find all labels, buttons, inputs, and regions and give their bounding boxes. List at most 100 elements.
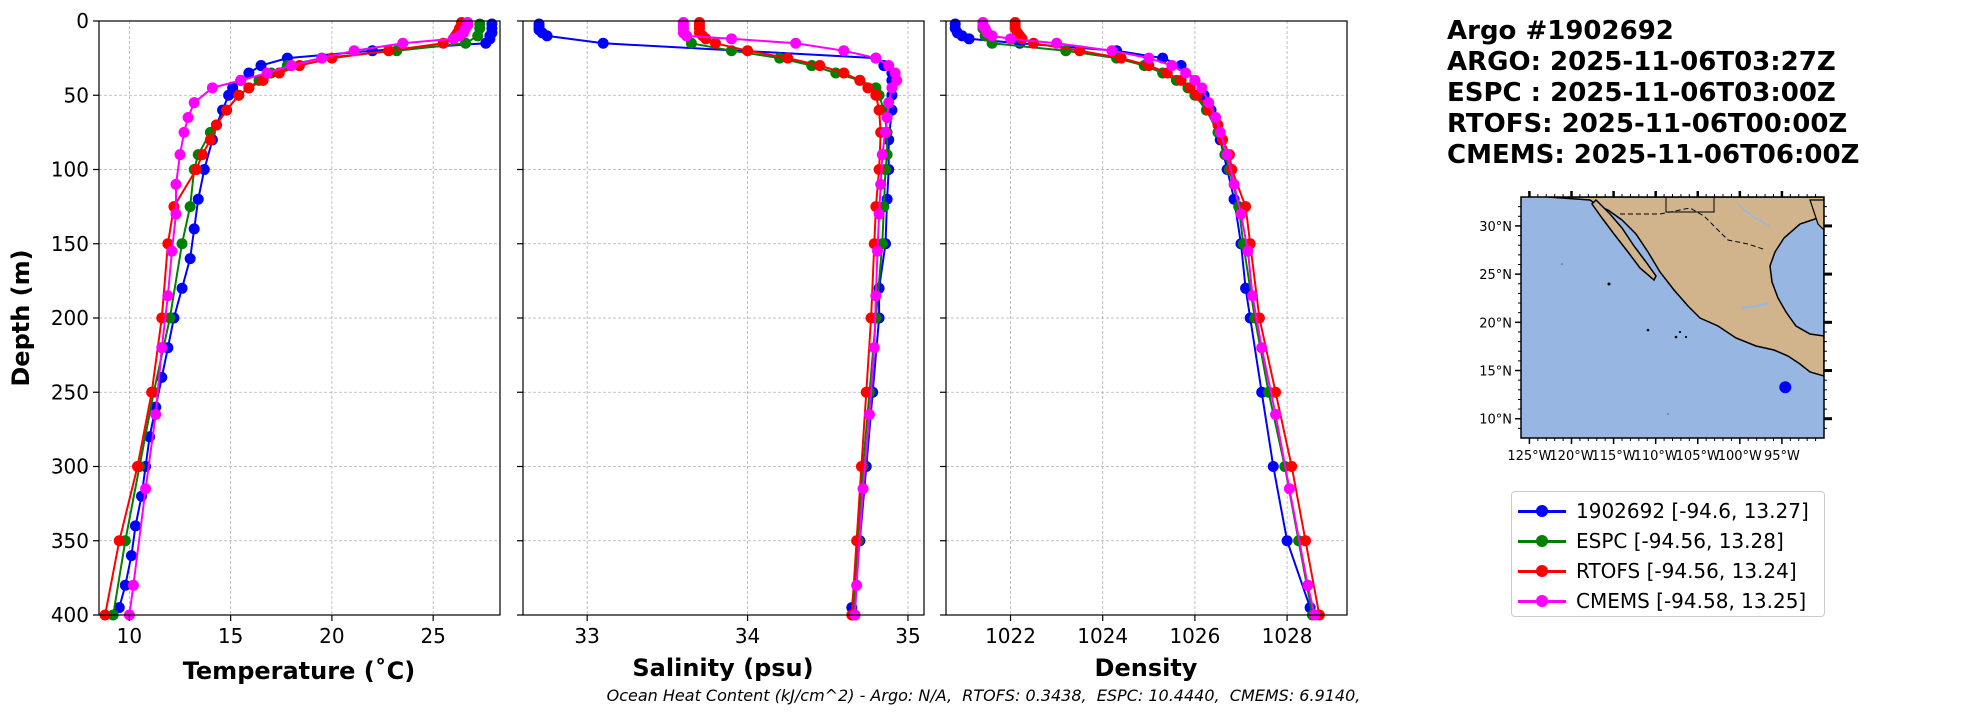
data-point [156, 342, 168, 354]
legend-swatch [1518, 501, 1566, 521]
data-point [235, 74, 247, 86]
map-lon-label: 95°W [1764, 449, 1800, 464]
y-tick-label: 350 [51, 529, 89, 553]
data-point [480, 37, 492, 49]
data-point [1300, 535, 1312, 547]
data-point [871, 245, 883, 257]
data-point [868, 342, 880, 354]
map-lon-label: 115°W [1591, 449, 1635, 464]
series-line [981, 22, 1316, 616]
series-line [1014, 22, 1321, 616]
data-point [125, 550, 137, 562]
data-point [838, 67, 850, 79]
map-lake [1741, 302, 1769, 310]
data-point [1189, 74, 1201, 86]
x-tick-label: 1024 [1077, 624, 1128, 648]
data-point [870, 290, 882, 302]
data-point [129, 520, 141, 532]
data-point [196, 149, 208, 161]
data-point [883, 97, 895, 109]
legend-item-argo: 1902692 [-94.6, 13.27] [1518, 496, 1818, 526]
data-point [862, 82, 874, 94]
data-point [184, 201, 196, 213]
y-tick-label: 400 [51, 603, 89, 627]
data-point [742, 45, 754, 57]
profile-location-marker [1779, 381, 1792, 394]
y-tick-label: 50 [64, 83, 89, 107]
data-point [1228, 178, 1240, 190]
map-river [1737, 203, 1771, 227]
map-island [1674, 335, 1678, 339]
data-point [182, 112, 194, 124]
data-point [1221, 149, 1233, 161]
y-axis-label: Depth (m) [7, 249, 35, 386]
data-point [873, 164, 885, 175]
data-point [875, 178, 887, 190]
map-lat-label: 30°N [1479, 220, 1512, 235]
data-point [170, 178, 182, 190]
y-tick-label: 200 [51, 306, 89, 330]
x-tick-label: 25 [420, 624, 445, 648]
data-point [472, 30, 484, 42]
y-tick-label: 150 [51, 232, 89, 256]
legend-label: ESPC [-94.56, 13.28] [1576, 529, 1784, 553]
data-point [190, 164, 202, 175]
data-point [1270, 386, 1282, 398]
x-tick-label: 1026 [1169, 624, 1220, 648]
data-point [1247, 290, 1259, 302]
data-point [863, 409, 875, 421]
data-point [150, 409, 162, 421]
data-point [243, 67, 255, 79]
legend-label: 1902692 [-94.6, 13.27] [1576, 499, 1809, 523]
map-land-baja [1591, 198, 1657, 282]
data-point [1235, 208, 1247, 220]
x-tick-label: 15 [218, 624, 243, 648]
data-point [681, 30, 693, 42]
data-point [285, 60, 297, 72]
title-block: Argo #1902692 ARGO: 2025-11-06T03:27Z ES… [1447, 16, 1859, 171]
data-point [1196, 82, 1208, 94]
data-point [460, 37, 472, 49]
map-land-florida [1809, 199, 1824, 231]
data-point [119, 579, 131, 591]
data-point [1016, 33, 1028, 45]
data-point [206, 82, 218, 94]
data-point [261, 67, 273, 79]
data-point [162, 290, 174, 302]
data-point [223, 89, 235, 101]
map-lon-label: 125°W [1507, 449, 1551, 464]
y-tick-label: 100 [51, 158, 89, 182]
data-point [1302, 579, 1314, 591]
x-tick-label: 10 [117, 624, 142, 648]
data-point [876, 149, 888, 161]
data-point [174, 149, 186, 161]
legend-swatch [1518, 591, 1566, 611]
data-point [204, 134, 216, 146]
data-point [1074, 45, 1086, 57]
data-point [873, 208, 885, 220]
map-lon-label: 110°W [1634, 449, 1678, 464]
density-x-label: Density [1095, 654, 1198, 682]
data-point [243, 82, 255, 94]
map-island [1561, 263, 1563, 265]
x-tick-label: 33 [574, 624, 599, 648]
map-land-mainland [1547, 197, 1824, 377]
data-point [963, 33, 975, 45]
series-line [698, 22, 882, 616]
map-island [1678, 330, 1682, 334]
map-lat-label: 10°N [1479, 413, 1512, 428]
map-island [1607, 282, 1611, 286]
map-lat-label: 20°N [1479, 316, 1512, 331]
salinity-x-label: Salinity (psu) [632, 654, 813, 682]
data-point [1166, 60, 1178, 72]
legend: 1902692 [-94.6, 13.27] ESPC [-94.56, 13.… [1511, 491, 1825, 617]
ocean-heat-content-footer: Ocean Heat Content (kJ/cm^2) - Argo: N/A… [606, 686, 1361, 705]
data-point [873, 104, 885, 116]
data-point [1240, 282, 1252, 294]
map-lat-label: 15°N [1479, 365, 1512, 380]
data-point [854, 74, 866, 86]
y-tick-label: 300 [51, 455, 89, 479]
data-point [1203, 97, 1215, 109]
map-island [1667, 413, 1669, 415]
